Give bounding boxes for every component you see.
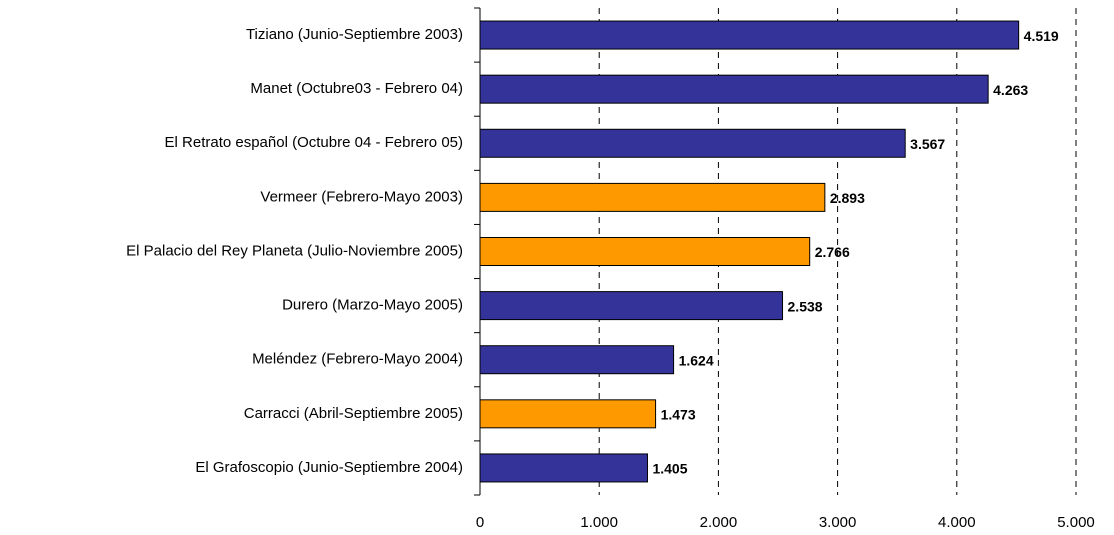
y-tick-label: El Grafoscopio (Junio-Septiembre 2004) [195,459,463,476]
x-tick-label: 0 [476,514,484,531]
value-label: 1.624 [679,352,714,368]
value-label: 4.263 [993,82,1028,98]
bar [479,74,989,104]
value-label: 1.473 [661,407,696,423]
value-label: 2.893 [830,190,865,206]
x-tick-label: 4.000 [938,514,976,531]
y-tick-label: Meléndez (Febrero-Mayo 2004) [252,351,463,368]
value-label: 1.405 [652,461,687,477]
x-tick-label: 5.000 [1057,514,1095,531]
bar [479,291,784,321]
x-tick-label: 3.000 [819,514,857,531]
value-label: 4.519 [1024,28,1059,44]
y-tick-label: Manet (Octubre03 - Febrero 04) [250,80,463,97]
bar [479,399,657,429]
bar [479,345,675,375]
value-label: 3.567 [910,136,945,152]
y-tick-label: El Retrato español (Octubre 04 - Febrero… [165,134,463,151]
bar [479,128,906,158]
y-tick-label: Durero (Marzo-Mayo 2005) [282,297,463,314]
x-tick-label: 2.000 [700,514,738,531]
y-tick-label: Vermeer (Febrero-Mayo 2003) [260,188,463,205]
value-label: 2.538 [788,298,823,314]
y-tick-label: Tiziano (Junio-Septiembre 2003) [246,26,463,43]
bar [479,20,1020,50]
x-tick-label: 1.000 [580,514,618,531]
y-tick-label: El Palacio del Rey Planeta (Julio-Noviem… [126,242,463,259]
bar [479,237,811,266]
y-tick-label: Carracci (Abril-Septiembre 2005) [244,405,463,422]
value-label: 2.766 [815,244,850,260]
bar [479,453,648,483]
bar [479,182,826,212]
